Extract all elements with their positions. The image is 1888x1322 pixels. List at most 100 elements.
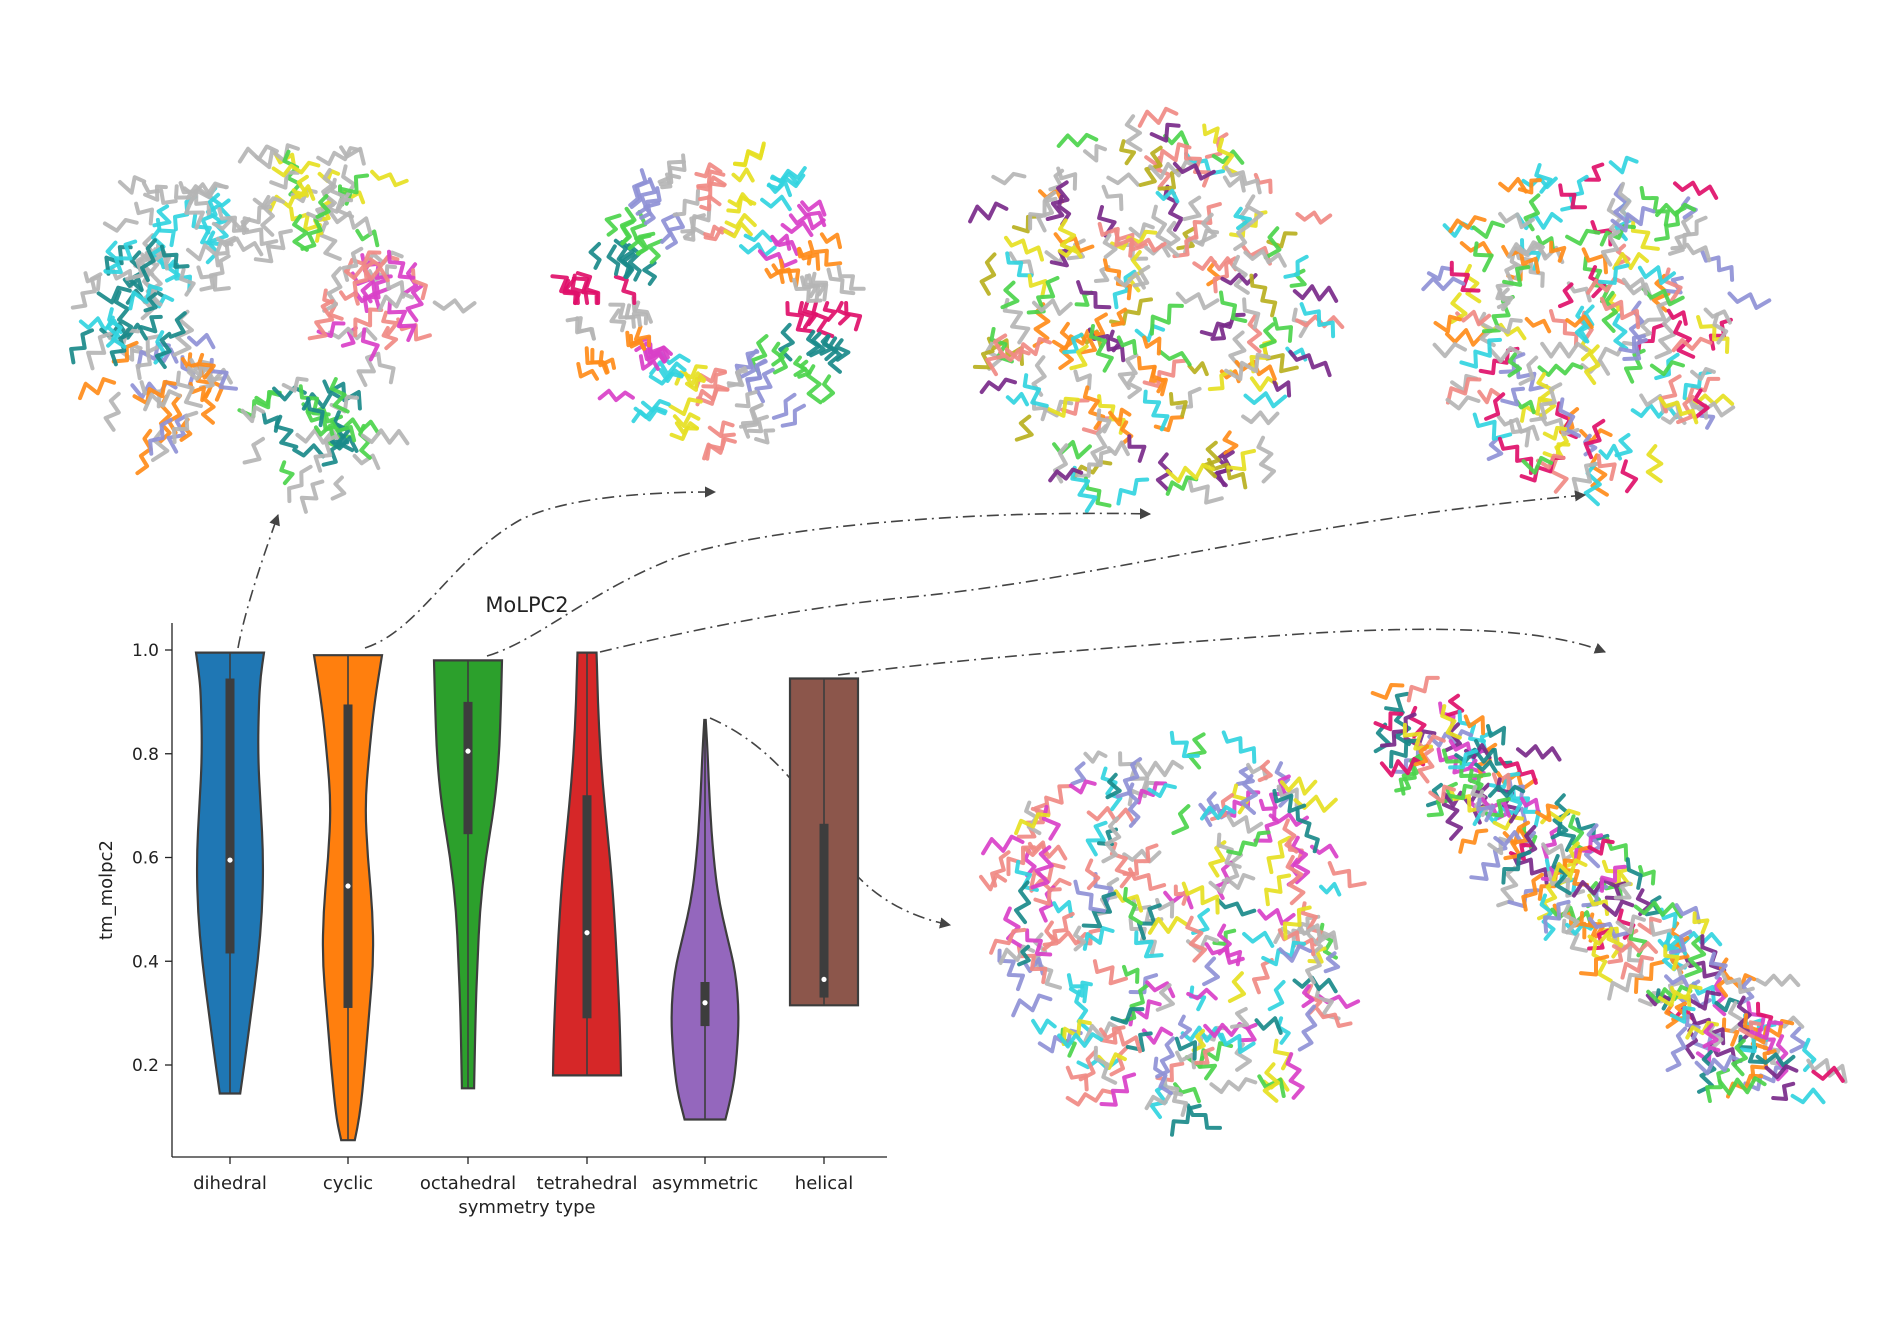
helix-segment [1687, 376, 1721, 401]
helix-segment [185, 181, 228, 201]
helix-segment [1062, 332, 1084, 355]
helix-segment [1380, 712, 1417, 748]
helix-segment [641, 399, 671, 413]
helix-segment [1048, 168, 1065, 192]
helix-segment [104, 245, 133, 276]
helix-segment [608, 302, 636, 329]
helix-segment [1556, 820, 1576, 852]
helix-segment [1222, 174, 1246, 193]
helix-segment [1583, 162, 1605, 182]
helix-segment [1254, 1016, 1283, 1035]
helix-segment [1513, 242, 1547, 258]
helix-segment [330, 420, 357, 443]
helix-segment [1702, 1023, 1719, 1049]
helix-segment [1014, 880, 1032, 925]
helix-segment [745, 359, 768, 394]
helix-segment [1613, 881, 1632, 900]
helix-segment [634, 324, 652, 348]
helix-segment [985, 333, 1008, 377]
helix-segment [1117, 353, 1139, 390]
helix-segment [1649, 360, 1685, 377]
helix-segment [1277, 928, 1316, 957]
arrow-dihedral [237, 513, 280, 649]
x-ticks: dihedral cyclic octahedral tetrahedral asymm… [193, 1157, 853, 1194]
helix-segment [1669, 1005, 1696, 1024]
helix-segment [1108, 407, 1132, 427]
helix-segment [1148, 159, 1198, 180]
helix-segment [1126, 374, 1142, 400]
helix-segment [1541, 826, 1562, 860]
helix-segment [1068, 779, 1097, 795]
helix-segment [1171, 804, 1191, 836]
helix-segment [1700, 249, 1735, 282]
helix-segment [771, 341, 785, 367]
helix-segment [1315, 1007, 1353, 1028]
helix-segment [1692, 911, 1710, 935]
helix-segment [298, 384, 331, 417]
helix-segment [1109, 1046, 1129, 1077]
helix-segment [797, 203, 827, 228]
helix-segment [1598, 443, 1622, 461]
helix-segment [411, 268, 428, 301]
helix-segment [1149, 303, 1184, 336]
helix-segment [1406, 675, 1440, 703]
helix-segment [1158, 349, 1192, 367]
helix-segment [1445, 328, 1487, 347]
helix-segment [1285, 1052, 1305, 1100]
helix-segment [726, 368, 748, 388]
helix-segment [1384, 691, 1410, 713]
helix-segment [1535, 803, 1559, 823]
median-dot-cyclic [345, 883, 351, 889]
helix-segment [1230, 1007, 1249, 1029]
helix-segment [292, 214, 309, 252]
helix-segment [356, 352, 379, 387]
helix-segment [819, 232, 842, 250]
helix-segment [107, 307, 127, 349]
helix-segment [1521, 455, 1554, 475]
helix-segment [142, 181, 178, 205]
helix-segment [1764, 1064, 1799, 1080]
helix-segment [1612, 313, 1629, 351]
helix-segment [1282, 818, 1299, 854]
helix-segment [172, 410, 199, 445]
helix-segment [643, 201, 661, 226]
helix-segment [1743, 1065, 1789, 1092]
helix-segment [1521, 872, 1544, 912]
helix-segment [1073, 925, 1087, 952]
helix-segment [1132, 264, 1151, 288]
helix-segment [1583, 462, 1602, 507]
helix-segment [1184, 1041, 1234, 1069]
helix-segment [103, 240, 123, 273]
helix-segment [1641, 287, 1685, 307]
helix-segment [1174, 1036, 1197, 1061]
helix-segment [1296, 922, 1339, 950]
helix-segment [1249, 376, 1279, 392]
helix-segment [1295, 807, 1320, 854]
helix-segment [1561, 918, 1588, 953]
helix-segment [1014, 414, 1034, 442]
helix-segment [1083, 144, 1107, 163]
helix-segment [1257, 908, 1296, 926]
helix-segment [811, 301, 835, 338]
helix-segment [387, 299, 417, 342]
helix-segment [609, 308, 627, 333]
helix-segment [1068, 980, 1093, 998]
helix-segment [322, 266, 343, 313]
helix-segment [201, 388, 216, 425]
helix-segment [754, 428, 776, 445]
helix-segment [1488, 784, 1526, 798]
helix-segment [1283, 254, 1309, 279]
helix-segment [1671, 336, 1713, 353]
helix-segment [660, 212, 679, 244]
helix-segment [604, 213, 622, 237]
helix-segment [1551, 858, 1588, 882]
helix-segment [1105, 772, 1122, 800]
helix-segment [1448, 749, 1479, 770]
helix-segment [1587, 838, 1615, 856]
helix-segment [281, 376, 309, 393]
helix-segment [362, 278, 389, 313]
helix-segment [780, 220, 814, 237]
helix-segment [1379, 757, 1426, 778]
helix-segment [997, 948, 1025, 992]
helix-segment [1421, 276, 1466, 292]
